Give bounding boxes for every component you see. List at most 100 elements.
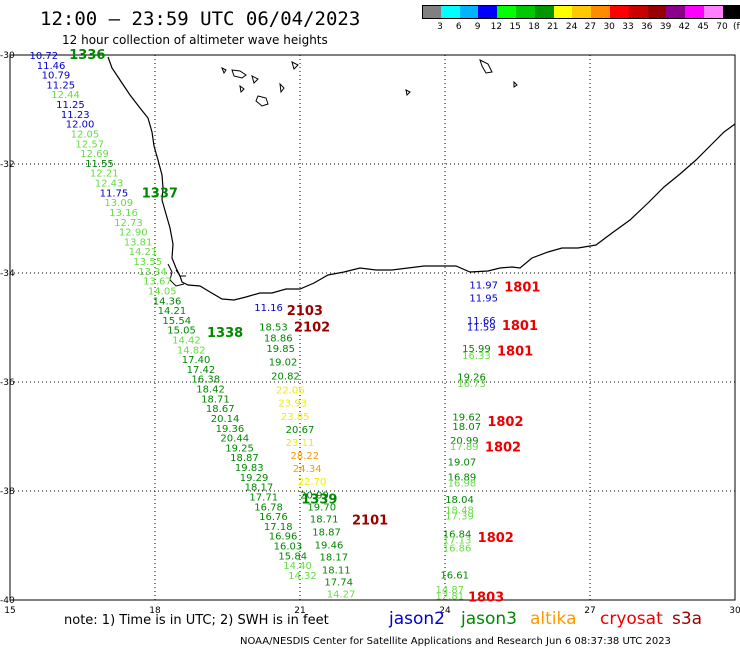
- wave-height-value: 24.34: [293, 464, 322, 475]
- wave-height-value: 13.67: [143, 277, 172, 288]
- wave-height-value: 11.97: [469, 280, 498, 291]
- legend-tick-label: 9: [474, 22, 481, 32]
- wave-height-value: 18.17: [245, 483, 274, 494]
- wave-height-value: 16.76: [259, 512, 288, 523]
- legend-tick-label: 36: [641, 22, 653, 32]
- wave-height-value: 19.85: [266, 344, 295, 355]
- wave-height-value: 11.23: [61, 110, 90, 121]
- wave-height-value: 14.87: [436, 585, 465, 596]
- wave-height-value: 14.42: [172, 335, 201, 346]
- wave-height-value: 19.62: [452, 412, 481, 423]
- legend-swatch: [628, 5, 648, 19]
- legend-tick-label: 30: [603, 22, 615, 32]
- wave-height-value: 14.82: [177, 345, 206, 356]
- pass-number-label: 1339: [301, 493, 337, 508]
- wave-height-value: 20.99: [450, 436, 479, 447]
- wave-height-value: 11.46: [37, 61, 66, 72]
- wave-height-value: 19.29: [240, 473, 269, 484]
- wave-height-value: 16.86: [443, 544, 472, 555]
- wave-height-value: 11.55: [85, 159, 114, 170]
- lon-tick-label: 30: [729, 606, 740, 616]
- map-title: 12:00 – 23:59 UTC 06/04/2023: [40, 8, 361, 30]
- wave-height-observations: 10.7211.4610.7911.2512.4411.2511.2312.00…: [30, 51, 498, 603]
- coastline: [107, 56, 736, 301]
- wave-height-value: 12.43: [95, 179, 124, 190]
- lon-tick-label: 21: [294, 606, 305, 616]
- wave-height-value: 16.78: [254, 502, 283, 513]
- wave-height-value: 14.32: [288, 571, 317, 582]
- wave-height-value: 19.26: [457, 373, 486, 384]
- pass-number-label: 1802: [487, 415, 523, 430]
- legend-swatch: [572, 5, 592, 19]
- legend-swatch: [534, 5, 554, 19]
- wave-height-value: 17.39: [445, 512, 474, 523]
- wave-height-value: 18.42: [196, 385, 225, 396]
- legend-swatch: [591, 5, 611, 19]
- wave-height-value: 19.02: [269, 357, 298, 368]
- footnote: note: 1) Time is in UTC; 2) SWH is in fe…: [64, 613, 329, 628]
- wave-height-value: 19.07: [448, 458, 477, 469]
- wave-height-value: 18.17: [320, 552, 349, 563]
- wave-height-value: 10.72: [30, 51, 59, 62]
- wave-height-value: 16.61: [440, 570, 469, 581]
- satellite-name-cryosat: cryosat: [600, 609, 663, 629]
- wave-height-value: 19.25: [225, 443, 254, 454]
- wave-height-value: 23.93: [278, 399, 307, 410]
- wave-height-value: 18.48: [445, 506, 474, 517]
- pass-number-label: 1803: [468, 591, 504, 606]
- wave-height-value: 19.70: [307, 502, 336, 513]
- wave-height-value: 14.21: [129, 247, 158, 258]
- lat-tick-label: -40: [0, 596, 15, 606]
- wave-height-value: 12.81: [436, 592, 465, 603]
- wave-height-value: 16.38: [191, 375, 220, 386]
- wave-height-value: 11.25: [46, 80, 75, 91]
- legend-swatch: [647, 5, 667, 19]
- wave-height-value: 18.07: [452, 422, 481, 433]
- wave-height-value: 12.73: [114, 218, 143, 229]
- wave-height-value: 16.33: [462, 351, 491, 362]
- legend-tick-label: 15: [509, 22, 521, 32]
- wave-height-value: 12.21: [90, 169, 119, 180]
- wave-height-value: 11.16: [254, 303, 283, 314]
- legend-swatch: [666, 5, 686, 19]
- wave-height-value: 17.74: [324, 577, 353, 588]
- wave-height-value: 14.40: [283, 561, 312, 572]
- wave-height-value: 13.34: [138, 267, 167, 278]
- pass-number-label: 1338: [207, 326, 243, 341]
- pass-number-label: 1802: [485, 440, 521, 455]
- pass-number-label: 1336: [69, 48, 105, 63]
- lon-tick-label: 27: [584, 606, 595, 616]
- legend-swatch: [704, 5, 723, 19]
- lat-tick-label: -34: [0, 269, 15, 279]
- pass-number-label: 1801: [504, 281, 540, 296]
- satellite-name-jason3: jason3: [461, 609, 517, 629]
- wave-height-value: 23.85: [281, 412, 310, 423]
- wave-height-value: 19.36: [216, 424, 245, 435]
- wave-height-value: 15.84: [278, 551, 307, 562]
- wave-height-value: 18.11: [322, 565, 351, 576]
- legend-tick-label: 27: [584, 22, 597, 32]
- wave-height-value: 22.70: [298, 477, 327, 488]
- wave-height-value: 16.98: [448, 478, 477, 489]
- pass-number-label: 1801: [502, 319, 538, 334]
- legend-tick-label: 18: [528, 22, 540, 32]
- satellite-name-altika: altika: [530, 609, 577, 629]
- satellite-name-s3a: s3a: [672, 609, 703, 629]
- wave-height-value: 18.71: [310, 514, 339, 525]
- legend-swatch: [685, 5, 705, 19]
- wave-height-value: 18.86: [264, 333, 293, 344]
- wave-height-value: 20.82: [271, 371, 300, 382]
- legend-tick-label: 3: [437, 22, 443, 32]
- satellite-name-jason2: jason2: [389, 609, 445, 629]
- lat-lon-grid: 15 18 21 24 27 30 -30 -32 -34 -36 -38 -40: [0, 51, 740, 616]
- lon-tick-label: 15: [4, 606, 15, 616]
- wave-height-value: 18.04: [445, 495, 474, 506]
- wave-height-value: 20.44: [220, 434, 249, 445]
- wave-height-value: 17.13: [443, 536, 472, 547]
- wave-height-value: 16.73: [457, 379, 486, 390]
- wave-height-value: 17.89: [450, 442, 479, 453]
- wave-height-value: 19.83: [235, 463, 264, 474]
- legend-tick-label: 70: [716, 22, 728, 32]
- wave-height-value: 10.79: [42, 71, 71, 82]
